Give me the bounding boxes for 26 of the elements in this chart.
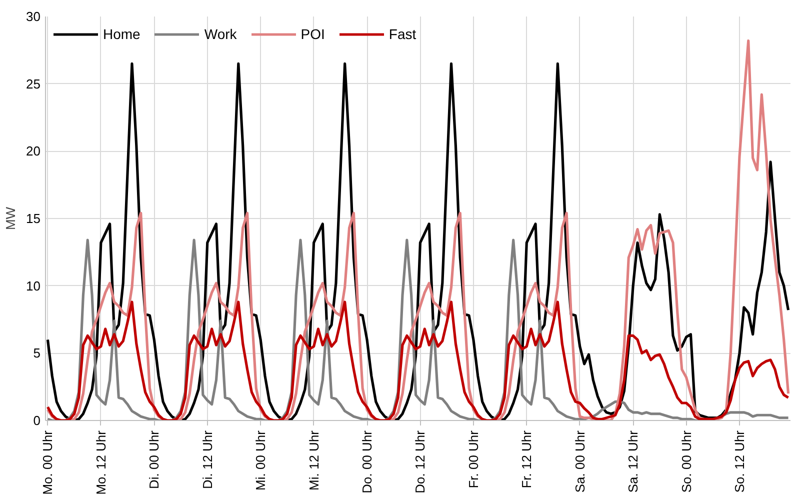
x-tick-label: Fr. 00 Uhr [466, 430, 481, 488]
y-tick-label: 10 [26, 278, 41, 294]
y-tick-label: 0 [33, 413, 41, 428]
y-tick-label: 20 [26, 144, 41, 159]
y-tick-label: 15 [26, 211, 41, 226]
legend-label: POI [300, 26, 325, 42]
x-tick-label: Sa. 00 Uhr [572, 430, 588, 493]
legend-label: Home [103, 26, 140, 42]
x-tick-label: Mi. 00 Uhr [253, 430, 268, 490]
y-axis-title: MW [3, 206, 18, 230]
y-tick-label: 25 [26, 76, 41, 92]
x-tick-label: Fr. 12 Uhr [519, 430, 534, 488]
x-tick-label: Do. 12 Uhr [412, 430, 428, 494]
x-tick-label: Mi. 12 Uhr [306, 430, 322, 490]
x-tick-label: Mo. 12 Uhr [93, 430, 108, 495]
y-tick-label: 30 [26, 9, 41, 24]
x-tick-label: Mo. 00 Uhr [40, 430, 56, 495]
y-tick-label: 5 [33, 346, 41, 361]
x-tick-label: So. 00 Uhr [678, 430, 694, 493]
legend-label: Work [204, 26, 237, 42]
x-tick-label: Di. 00 Uhr [146, 430, 162, 490]
x-tick-label: Do. 00 Uhr [360, 430, 375, 494]
legend-label: Fast [388, 26, 416, 42]
x-tick-label: Di. 12 Uhr [200, 430, 215, 490]
x-tick-label: So. 12 Uhr [732, 430, 748, 493]
x-tick-label: Sa. 12 Uhr [626, 430, 641, 493]
